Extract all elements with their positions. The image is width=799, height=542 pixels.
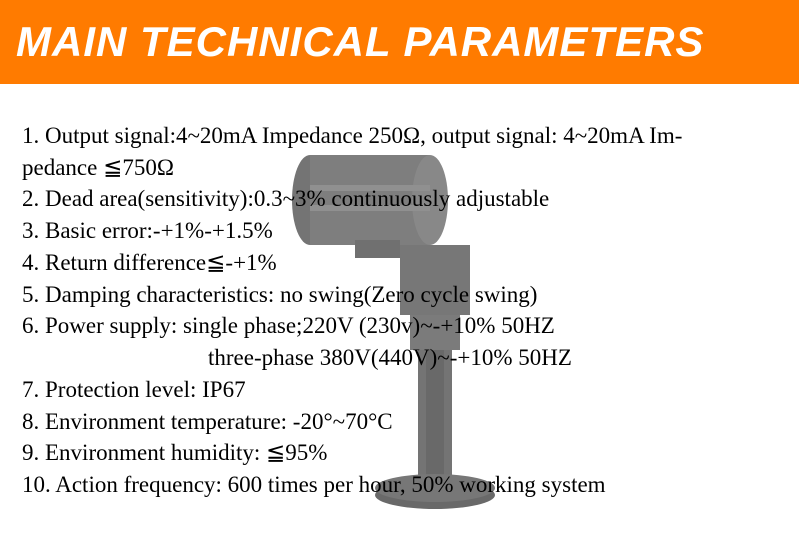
page-title: MAIN TECHNICAL PARAMETERS: [16, 18, 704, 65]
param-1-cont: pedance ≦750Ω: [22, 152, 777, 184]
param-6-cont: three-phase 380V(440V)~-+10% 50HZ: [22, 342, 777, 374]
param-9: 9. Environment humidity: ≦95%: [22, 437, 777, 469]
param-10: 10. Action frequency: 600 times per hour…: [22, 469, 777, 501]
param-7: 7. Protection level: IP67: [22, 374, 777, 406]
param-6: 6. Power supply: single phase;220V (230v…: [22, 310, 777, 342]
param-1: 1. Output signal:4~20mA Impedance 250Ω, …: [22, 120, 777, 152]
param-3: 3. Basic error:-+1%-+1.5%: [22, 215, 777, 247]
parameters-content: 1. Output signal:4~20mA Impedance 250Ω, …: [0, 84, 799, 501]
param-2: 2. Dead area(sensitivity):0.3~3% continu…: [22, 183, 777, 215]
param-5: 5. Damping characteristics: no swing(Zer…: [22, 279, 777, 311]
page-title-header: MAIN TECHNICAL PARAMETERS: [0, 0, 799, 84]
param-8: 8. Environment temperature: -20°~70°C: [22, 406, 777, 438]
param-4: 4. Return difference≦-+1%: [22, 247, 777, 279]
